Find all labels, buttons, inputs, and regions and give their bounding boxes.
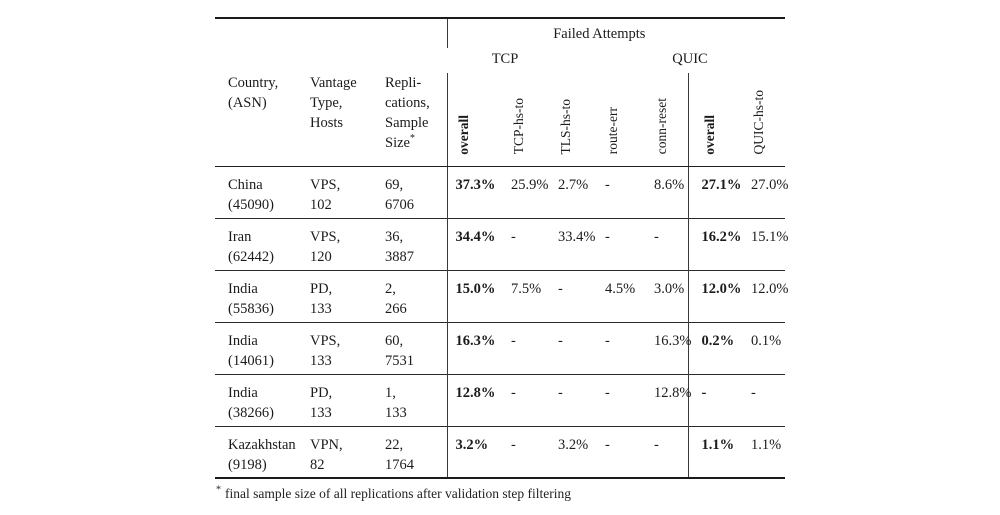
cell-country: Kazakhstan (9198) (215, 425, 310, 478)
cell-replications: 1, 133 (385, 373, 448, 426)
cell-quic-overall: 0.2% (687, 321, 749, 374)
cell-tcp-overall: 15.0% (446, 269, 509, 322)
column-header-tcp-overall: overall (446, 73, 509, 167)
cell-quic-overall: - (687, 373, 749, 426)
table-row-kazakhstan-9198: Kazakhstan (9198) VPN, 82 22, 1764 3.2% … (215, 425, 786, 478)
table-header: Failed Attempts TCP QUIC Country, (ASN) … (215, 18, 786, 167)
table-footnote: * final sample size of all replications a… (216, 484, 572, 502)
cell-vantage: VPS, 133 (310, 321, 385, 374)
cell-tcp-hs-to: 7.5% (508, 269, 556, 322)
column-header-quic-overall: overall (687, 73, 749, 167)
results-table-container: Failed Attempts TCP QUIC Country, (ASN) … (215, 17, 789, 479)
cell-tcp-overall: 12.8% (446, 373, 509, 426)
group-header-row: Failed Attempts (215, 18, 786, 48)
cell-vantage: VPS, 120 (310, 217, 385, 270)
replications-footnote-marker: * (409, 133, 415, 145)
cell-conn-reset: 3.0% (651, 269, 689, 322)
cell-route-err: - (602, 425, 652, 478)
cell-tcp-overall: 3.2% (446, 425, 509, 478)
cell-tcp-hs-to: - (508, 321, 556, 374)
cell-quic-hs-to: 1.1% (748, 425, 786, 478)
table-row-india-55836: India (55836) PD, 133 2, 266 15.0% 7.5% … (215, 269, 789, 322)
cell-route-err: - (602, 373, 652, 426)
footnote-marker: * (216, 484, 221, 496)
cell-quic-overall: 27.1% (687, 166, 749, 218)
cell-vantage: VPN, 82 (310, 425, 385, 478)
cell-quic-hs-to: 12.0% (748, 269, 789, 322)
cell-tcp-hs-to: - (508, 373, 556, 426)
cell-quic-hs-to: 0.1% (748, 321, 786, 374)
column-header-tcp-hs-to: TCP-hs-to (508, 73, 556, 167)
cell-replications: 22, 1764 (385, 425, 448, 478)
protocol-header-cell: TCP QUIC (215, 48, 785, 73)
cell-quic-overall: 12.0% (687, 269, 749, 322)
cell-tcp-hs-to: - (508, 425, 556, 478)
column-header-row: Country, (ASN) Vantage Type, Hosts Repli… (215, 73, 786, 167)
cell-conn-reset: 16.3% (651, 321, 692, 374)
cell-quic-hs-to: - (748, 373, 786, 426)
failed-attempts-table: Failed Attempts TCP QUIC Country, (ASN) … (215, 17, 789, 479)
column-header-route-err: route-err (602, 73, 652, 167)
quic-group-label: QUIC (672, 51, 708, 67)
cell-quic-hs-to: 15.1% (748, 217, 789, 270)
cell-conn-reset: 12.8% (651, 373, 692, 426)
cell-tcp-hs-to: 25.9% (511, 176, 549, 193)
cell-replications: 2, 266 (385, 269, 448, 322)
cell-vantage: PD, 133 (310, 373, 385, 426)
cell-conn-reset: - (651, 217, 689, 270)
cell-country: Iran (62442) (215, 217, 310, 270)
table-row-india-14061: India (14061) VPS, 133 60, 7531 16.3% - … (215, 321, 786, 374)
cell-country: India (14061) (215, 321, 310, 374)
cell-tls-hs-to: - (555, 321, 603, 374)
failed-attempts-group-header: Failed Attempts (446, 18, 786, 48)
cell-tls-hs-to: 3.2% (555, 425, 603, 478)
cell-country: India (38266) (215, 373, 310, 426)
cell-conn-reset: 8.6% (654, 176, 685, 193)
cell-replications: 60, 7531 (385, 321, 448, 374)
cell-conn-reset: - (651, 425, 689, 478)
cell-tcp-overall: 34.4% (446, 217, 509, 270)
column-header-vantage: Vantage Type, Hosts (310, 73, 385, 167)
column-header-tls-hs-to: TLS-hs-to (555, 73, 603, 167)
cell-tls-hs-to: 2.7% (558, 176, 589, 193)
cell-route-err: - (602, 217, 652, 270)
cell-quic-overall: 16.2% (687, 217, 749, 270)
cell-tls-hs-to: - (555, 373, 603, 426)
protocol-header-row: TCP QUIC (215, 48, 785, 73)
column-header-country: Country, (ASN) (215, 73, 310, 167)
cell-quic-overall: 1.1% (687, 425, 749, 478)
table-row-iran-62442: Iran (62442) VPS, 120 36, 3887 34.4% - 3… (215, 217, 789, 270)
cell-route-err: - (602, 321, 652, 374)
column-header-replications: Repli- cations, Sample Size* (385, 73, 448, 167)
cell-tls-hs-to: 33.4% (555, 217, 603, 270)
cell-country: India (55836) (215, 269, 310, 322)
cell-vantage: PD, 133 (310, 269, 385, 322)
cell-tcp-overall: 37.3% (446, 166, 509, 218)
column-header-quic-hs-to: QUIC-hs-to (748, 73, 786, 167)
cell-tcp-overall: 16.3% (446, 321, 509, 374)
header-spacer (215, 18, 447, 48)
cell-country: China (45090) (228, 176, 274, 213)
cell-replications: 36, 3887 (385, 217, 448, 270)
replications-label: Repli- cations, Sample Size (385, 75, 430, 151)
footnote-text: final sample size of all replications af… (225, 486, 572, 501)
table-body: China (45090) VPS, 102 69, 6706 37.3% 25… (215, 166, 789, 478)
column-header-conn-reset: conn-reset (651, 73, 689, 167)
cell-route-err: 4.5% (602, 269, 652, 322)
cell-vantage: VPS, 102 (310, 176, 341, 213)
cell-tls-hs-to: - (555, 269, 603, 322)
cell-tcp-hs-to: - (508, 217, 556, 270)
table-row-india-38266: India (38266) PD, 133 1, 133 12.8% - - -… (215, 373, 786, 426)
cell-route-err: - (605, 176, 610, 193)
cell-replications: 69, 6706 (385, 176, 414, 213)
cell-quic-hs-to: 27.0% (751, 176, 789, 193)
tcp-group-label: TCP (491, 51, 519, 67)
table-row-china-45090: China (45090) VPS, 102 69, 6706 37.3% 25… (215, 166, 789, 218)
